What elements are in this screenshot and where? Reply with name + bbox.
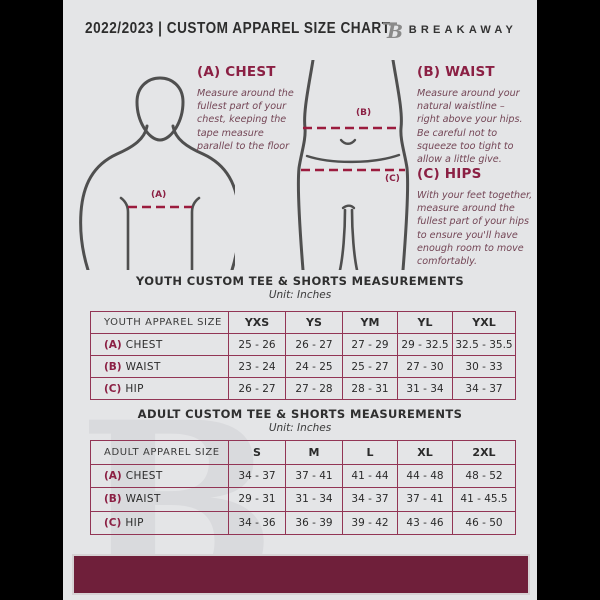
cell: 34 - 37 bbox=[452, 377, 516, 400]
cell: 23 - 24 bbox=[228, 355, 286, 378]
cell: 39 - 42 bbox=[342, 510, 398, 535]
youth-table-unit: Unit: Inches bbox=[268, 289, 332, 301]
column-header: YXL bbox=[452, 311, 516, 334]
adult-table-title: ADULT CUSTOM TEE & SHORTS MEASUREMENTS bbox=[137, 407, 463, 421]
youth-table-title: YOUTH CUSTOM TEE & SHORTS MEASUREMENTS bbox=[135, 274, 465, 288]
cell: 29 - 32.5 bbox=[397, 333, 453, 356]
cell: 25 - 27 bbox=[342, 355, 398, 378]
waist-heading: (B) WAIST bbox=[417, 64, 495, 80]
row-label: (B) WAIST bbox=[90, 355, 229, 378]
size-chart-document: B 2022/2023 | CUSTOM APPAREL SIZE CHART … bbox=[63, 0, 537, 600]
cell: 41 - 45.5 bbox=[452, 487, 516, 512]
column-header: YM bbox=[342, 311, 398, 334]
row-label: (C) HIP bbox=[90, 510, 229, 535]
hips-diagram-label: (C) bbox=[385, 174, 400, 184]
row-label: (B) WAIST bbox=[90, 487, 229, 512]
torso-diagram bbox=[79, 76, 235, 270]
column-header: YS bbox=[285, 311, 343, 334]
table-row: (B) WAIST 29 - 31 31 - 34 34 - 37 37 - 41… bbox=[90, 487, 516, 512]
waist-instructions: (B) WAIST Measure around your natural wa… bbox=[417, 64, 529, 166]
chest-instructions: (A) CHEST Measure around the fullest par… bbox=[197, 64, 299, 153]
column-header: S bbox=[228, 440, 286, 465]
hips-instructions: (C) HIPS With your feet together, measur… bbox=[417, 166, 535, 268]
cell: 28 - 31 bbox=[342, 377, 398, 400]
column-header: XL bbox=[397, 440, 453, 465]
cell: 27 - 30 bbox=[397, 355, 453, 378]
cell: 46 - 50 bbox=[452, 510, 516, 535]
chest-body: Measure around the fullest part of your … bbox=[197, 88, 294, 152]
cell: 48 - 52 bbox=[452, 463, 516, 488]
column-header: YOUTH APPAREL SIZE bbox=[90, 311, 229, 334]
cell: 31 - 34 bbox=[285, 487, 343, 512]
cell: 37 - 41 bbox=[397, 487, 453, 512]
cell: 43 - 46 bbox=[397, 510, 453, 535]
cell: 44 - 48 bbox=[397, 463, 453, 488]
row-label: (C) HIP bbox=[90, 377, 229, 400]
waist-diagram-label: (B) bbox=[356, 108, 372, 118]
adult-size-table: ADULT APPAREL SIZE S M L XL 2XL (A) CHEST… bbox=[90, 440, 516, 535]
table-row: (B) WAIST 23 - 24 24 - 25 25 - 27 27 - 30… bbox=[90, 355, 516, 378]
column-header: L bbox=[342, 440, 398, 465]
cell: 27 - 29 bbox=[342, 333, 398, 356]
cell: 27 - 28 bbox=[285, 377, 343, 400]
lower-body-diagram bbox=[296, 60, 410, 270]
table-row: (C) HIP 34 - 36 36 - 39 39 - 42 43 - 46 4… bbox=[90, 510, 516, 535]
table-row: (A) CHEST 25 - 26 26 - 27 27 - 29 29 - 32… bbox=[90, 333, 516, 356]
cell: 36 - 39 bbox=[285, 510, 343, 535]
footer-bar bbox=[72, 554, 530, 595]
adult-table-unit: Unit: Inches bbox=[268, 422, 332, 434]
cell: 32.5 - 35.5 bbox=[452, 333, 516, 356]
cell: 37 - 41 bbox=[285, 463, 343, 488]
table-header-row: ADULT APPAREL SIZE S M L XL 2XL bbox=[90, 440, 516, 465]
column-header: M bbox=[285, 440, 343, 465]
cell: 34 - 37 bbox=[342, 487, 398, 512]
hips-heading: (C) HIPS bbox=[417, 166, 482, 182]
cell: 26 - 27 bbox=[228, 377, 286, 400]
column-header: ADULT APPAREL SIZE bbox=[90, 440, 229, 465]
row-label: (A) CHEST bbox=[90, 333, 229, 356]
cell: 25 - 26 bbox=[228, 333, 286, 356]
cell: 34 - 37 bbox=[228, 463, 286, 488]
cell: 31 - 34 bbox=[397, 377, 453, 400]
column-header: YL bbox=[397, 311, 453, 334]
row-label: (A) CHEST bbox=[90, 463, 229, 488]
cell: 41 - 44 bbox=[342, 463, 398, 488]
svg-text:B: B bbox=[386, 21, 403, 42]
waist-body: Measure around your natural waistline – … bbox=[417, 88, 523, 166]
cell: 29 - 31 bbox=[228, 487, 286, 512]
cell: 30 - 33 bbox=[452, 355, 516, 378]
cell: 24 - 25 bbox=[285, 355, 343, 378]
youth-size-table: YOUTH APPAREL SIZE YXS YS YM YL YXL (A) C… bbox=[90, 311, 516, 400]
breakaway-logo-icon: B bbox=[382, 21, 403, 42]
table-row: (A) CHEST 34 - 37 37 - 41 41 - 44 44 - 48… bbox=[90, 463, 516, 488]
table-row: (C) HIP 26 - 27 27 - 28 28 - 31 31 - 34 3… bbox=[90, 377, 516, 400]
cell: 26 - 27 bbox=[285, 333, 343, 356]
chest-heading: (A) CHEST bbox=[197, 64, 276, 80]
table-header-row: YOUTH APPAREL SIZE YXS YS YM YL YXL bbox=[90, 311, 516, 334]
brand-name: BREAKAWAY bbox=[408, 24, 517, 36]
column-header: YXS bbox=[228, 311, 286, 334]
brand-logo: B BREAKAWAY bbox=[381, 18, 517, 42]
cell: 34 - 36 bbox=[228, 510, 286, 535]
hips-body: With your feet together, measure around … bbox=[417, 190, 533, 268]
column-header: 2XL bbox=[452, 440, 516, 465]
chest-diagram-label: (A) bbox=[151, 190, 167, 200]
page-title: 2022/2023 | CUSTOM APPAREL SIZE CHART bbox=[85, 20, 391, 37]
